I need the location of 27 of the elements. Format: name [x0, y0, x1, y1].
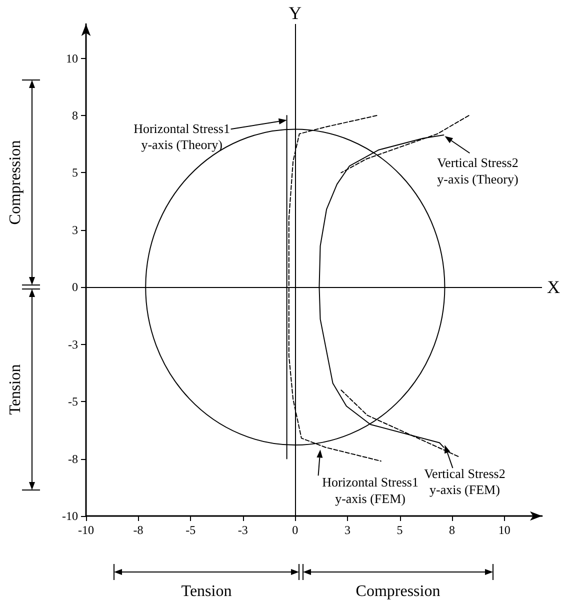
x-tick-label: 3	[344, 523, 350, 537]
y-tick-label: -5	[68, 394, 78, 409]
x-tick-label: 10	[498, 523, 510, 537]
annotation: Horizontal Stress1 y-axis (Theory)	[134, 120, 230, 152]
x-tick-label: -8	[133, 523, 144, 537]
y-tick-label: 0	[72, 280, 78, 294]
x-tick-label: 5	[396, 523, 403, 537]
y-tick-label: 10	[66, 51, 78, 66]
text: Tension	[181, 582, 232, 600]
x-tick-label: 8	[449, 523, 456, 537]
annotation: Horizontal Stress1 y-axis (FEM)	[322, 474, 418, 506]
x-tick-label: -3	[238, 523, 248, 537]
annotation: Vertical Stress2 y-axis (FEM)	[424, 466, 506, 498]
x-tick-label: 0	[292, 523, 298, 537]
y-tick-label: 8	[72, 108, 78, 123]
y-tick-label: -8	[68, 452, 78, 466]
text: Tension	[6, 364, 24, 415]
y-tick-label: 3	[72, 222, 78, 237]
y-tick-label: -10	[62, 509, 78, 523]
annotation: Vertical Stress2 y-axis (Theory)	[437, 154, 518, 186]
ref-line-label: Y	[288, 3, 302, 23]
y-tick-label: -3	[68, 337, 78, 352]
ref-line-label: X	[547, 277, 560, 298]
y-tick-label: 5	[72, 166, 78, 180]
text: Compression	[356, 582, 440, 600]
text: Compression	[6, 140, 24, 225]
x-tick-label: -5	[186, 523, 196, 537]
